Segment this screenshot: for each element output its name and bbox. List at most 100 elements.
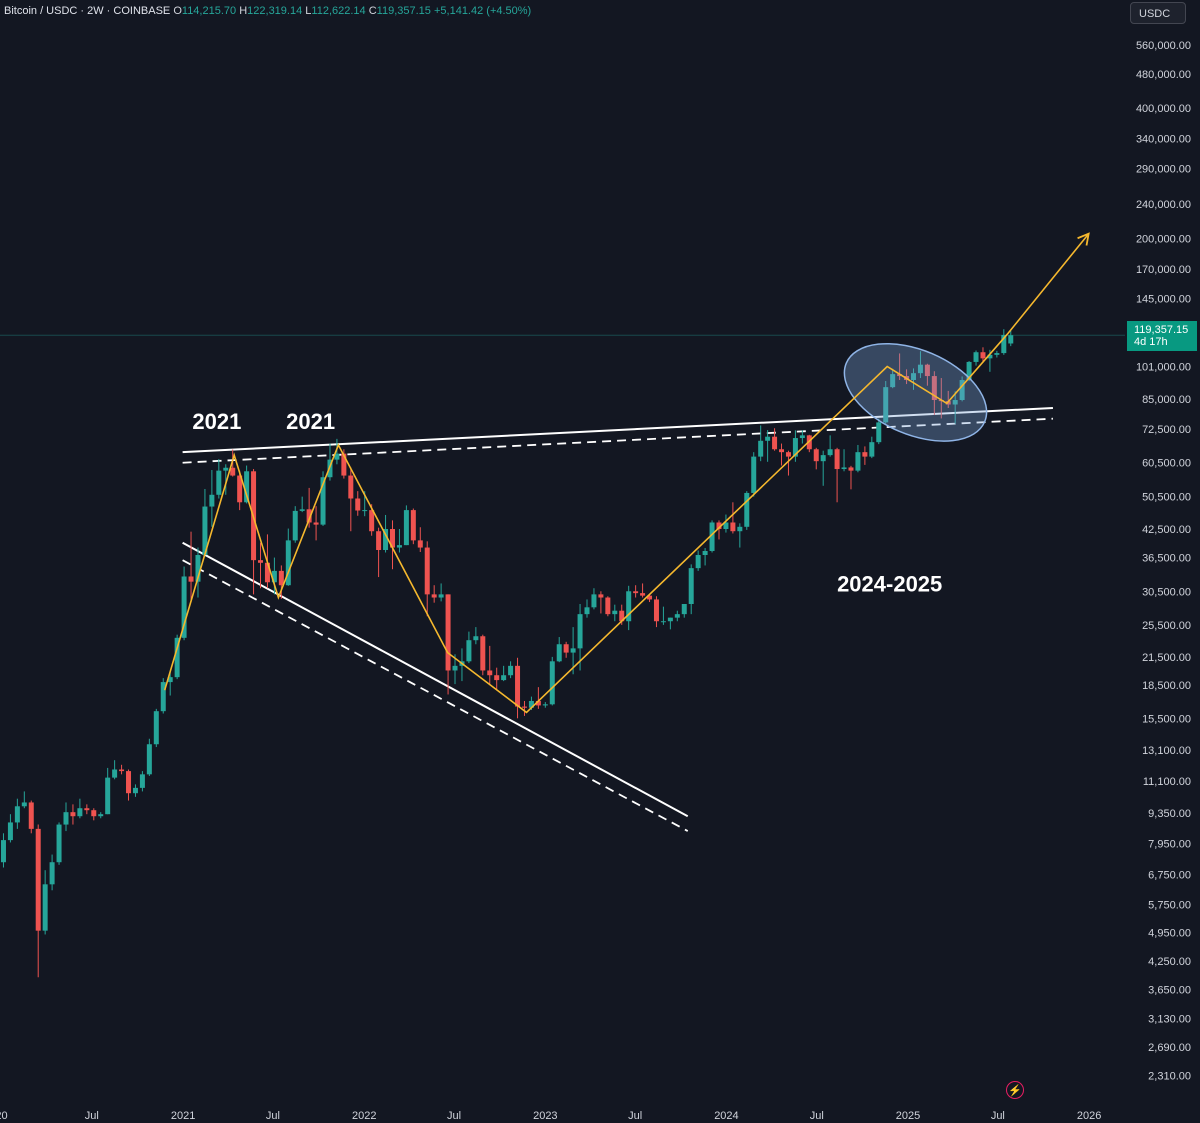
candle-up <box>584 599 590 618</box>
candle-up <box>952 391 958 424</box>
candle-up <box>77 798 83 819</box>
candle-body <box>445 594 451 671</box>
y-tick-label: 560,000.00 <box>1136 40 1191 52</box>
candle-body <box>584 607 590 615</box>
currency-button[interactable]: USDC <box>1130 2 1186 24</box>
candle-up <box>438 583 444 602</box>
candle-up <box>466 631 472 664</box>
candle-up <box>271 557 277 595</box>
candle-down <box>70 804 76 825</box>
candle-up <box>542 702 548 708</box>
zigzag-path <box>163 233 1090 714</box>
candle-body <box>709 522 715 551</box>
candle-body <box>313 522 319 525</box>
y-tick-label: 50,500.00 <box>1142 492 1191 504</box>
candle-body <box>112 769 118 778</box>
candle-body <box>1001 334 1007 354</box>
candle-body <box>869 442 875 457</box>
candle-up <box>105 767 111 815</box>
candle-up <box>549 656 555 706</box>
candle-down <box>653 596 659 628</box>
candle-up <box>876 418 882 445</box>
x-tick-label: 2026 <box>1077 1110 1101 1122</box>
candle-body <box>230 467 236 476</box>
y-tick-label: 400,000.00 <box>1136 103 1191 115</box>
candle-down <box>779 443 785 466</box>
candle-up <box>869 436 875 459</box>
candle-body <box>931 376 937 401</box>
high-label: H <box>239 5 248 17</box>
candle-body <box>855 452 861 471</box>
y-tick-label: 7,950.00 <box>1148 839 1191 851</box>
candle-down <box>251 469 257 595</box>
candle-up <box>917 351 923 379</box>
y-tick-label: 101,000.00 <box>1136 362 1191 374</box>
candle-up <box>21 791 27 809</box>
close-label: C <box>368 5 377 17</box>
candle-body <box>994 353 1000 355</box>
candle-down <box>119 764 125 775</box>
candle-body <box>216 470 222 495</box>
pattern-overlay <box>163 232 1090 714</box>
arrow-head <box>1077 232 1090 246</box>
candle-body <box>695 555 701 569</box>
candle-body <box>98 814 104 817</box>
x-tick-label: 2023 <box>533 1110 557 1122</box>
candle-body <box>751 456 757 493</box>
candle-down <box>487 645 493 686</box>
y-tick-label: 21,500.00 <box>1142 652 1191 664</box>
candle-down <box>278 565 284 599</box>
candle-body <box>626 591 632 622</box>
candle-body <box>730 522 736 532</box>
last-price: 119,357.15 <box>1134 324 1189 336</box>
time-axis[interactable]: 20 Jul 2021 Jul 2022 Jul 2023 Jul 2024 Jul 2025 Jul… <box>0 1110 1101 1122</box>
candle-up <box>709 520 715 553</box>
candle-body <box>146 744 152 775</box>
x-tick-label: 20 <box>0 1110 8 1122</box>
candle-body <box>320 477 326 525</box>
candle-down <box>605 596 611 617</box>
candle-up <box>181 566 187 641</box>
candle-body <box>244 471 250 503</box>
y-tick-label: 200,000.00 <box>1136 233 1191 245</box>
candle-body <box>848 467 854 471</box>
candle-body <box>688 568 694 604</box>
price-axis[interactable]: 560,000.00 480,000.00 400,000.00 340,000.00… <box>1136 40 1191 1083</box>
candle-down <box>445 594 451 695</box>
x-tick-label: Jul <box>628 1110 642 1122</box>
candle-body <box>612 610 618 615</box>
candle-body <box>410 510 416 541</box>
candle-body <box>737 526 743 532</box>
symbol-title[interactable]: Bitcoin / USDC · 2W · COINBASE <box>4 5 171 17</box>
candle-down <box>716 520 722 540</box>
candle-up <box>855 444 861 473</box>
low-value: 112,622.14 <box>311 5 366 17</box>
candle-body <box>542 704 548 706</box>
candle-down <box>848 465 854 490</box>
candle-up <box>911 368 917 390</box>
candle-body <box>28 802 34 829</box>
candle-down <box>355 491 361 516</box>
candle-body <box>577 614 583 649</box>
candle-up <box>320 471 326 526</box>
candle-up <box>799 430 805 444</box>
candle-up <box>841 449 847 472</box>
candle-body <box>174 637 180 678</box>
candle-down <box>417 527 423 552</box>
candle-body <box>744 492 750 527</box>
candle-body <box>556 644 562 662</box>
lightning-icon[interactable]: ⚡ <box>1006 1081 1024 1099</box>
candle-up <box>202 488 208 556</box>
candle-body <box>77 808 83 817</box>
candle-up <box>209 469 215 527</box>
y-tick-label: 72,500.00 <box>1142 424 1191 436</box>
candle-down <box>862 446 868 465</box>
low-label: L <box>305 5 312 17</box>
candle-up <box>49 854 55 891</box>
candle-body <box>285 540 291 586</box>
y-tick-label: 18,500.00 <box>1142 680 1191 692</box>
candle-body <box>376 531 382 551</box>
candle-body <box>605 597 611 615</box>
candle-body <box>278 570 284 586</box>
